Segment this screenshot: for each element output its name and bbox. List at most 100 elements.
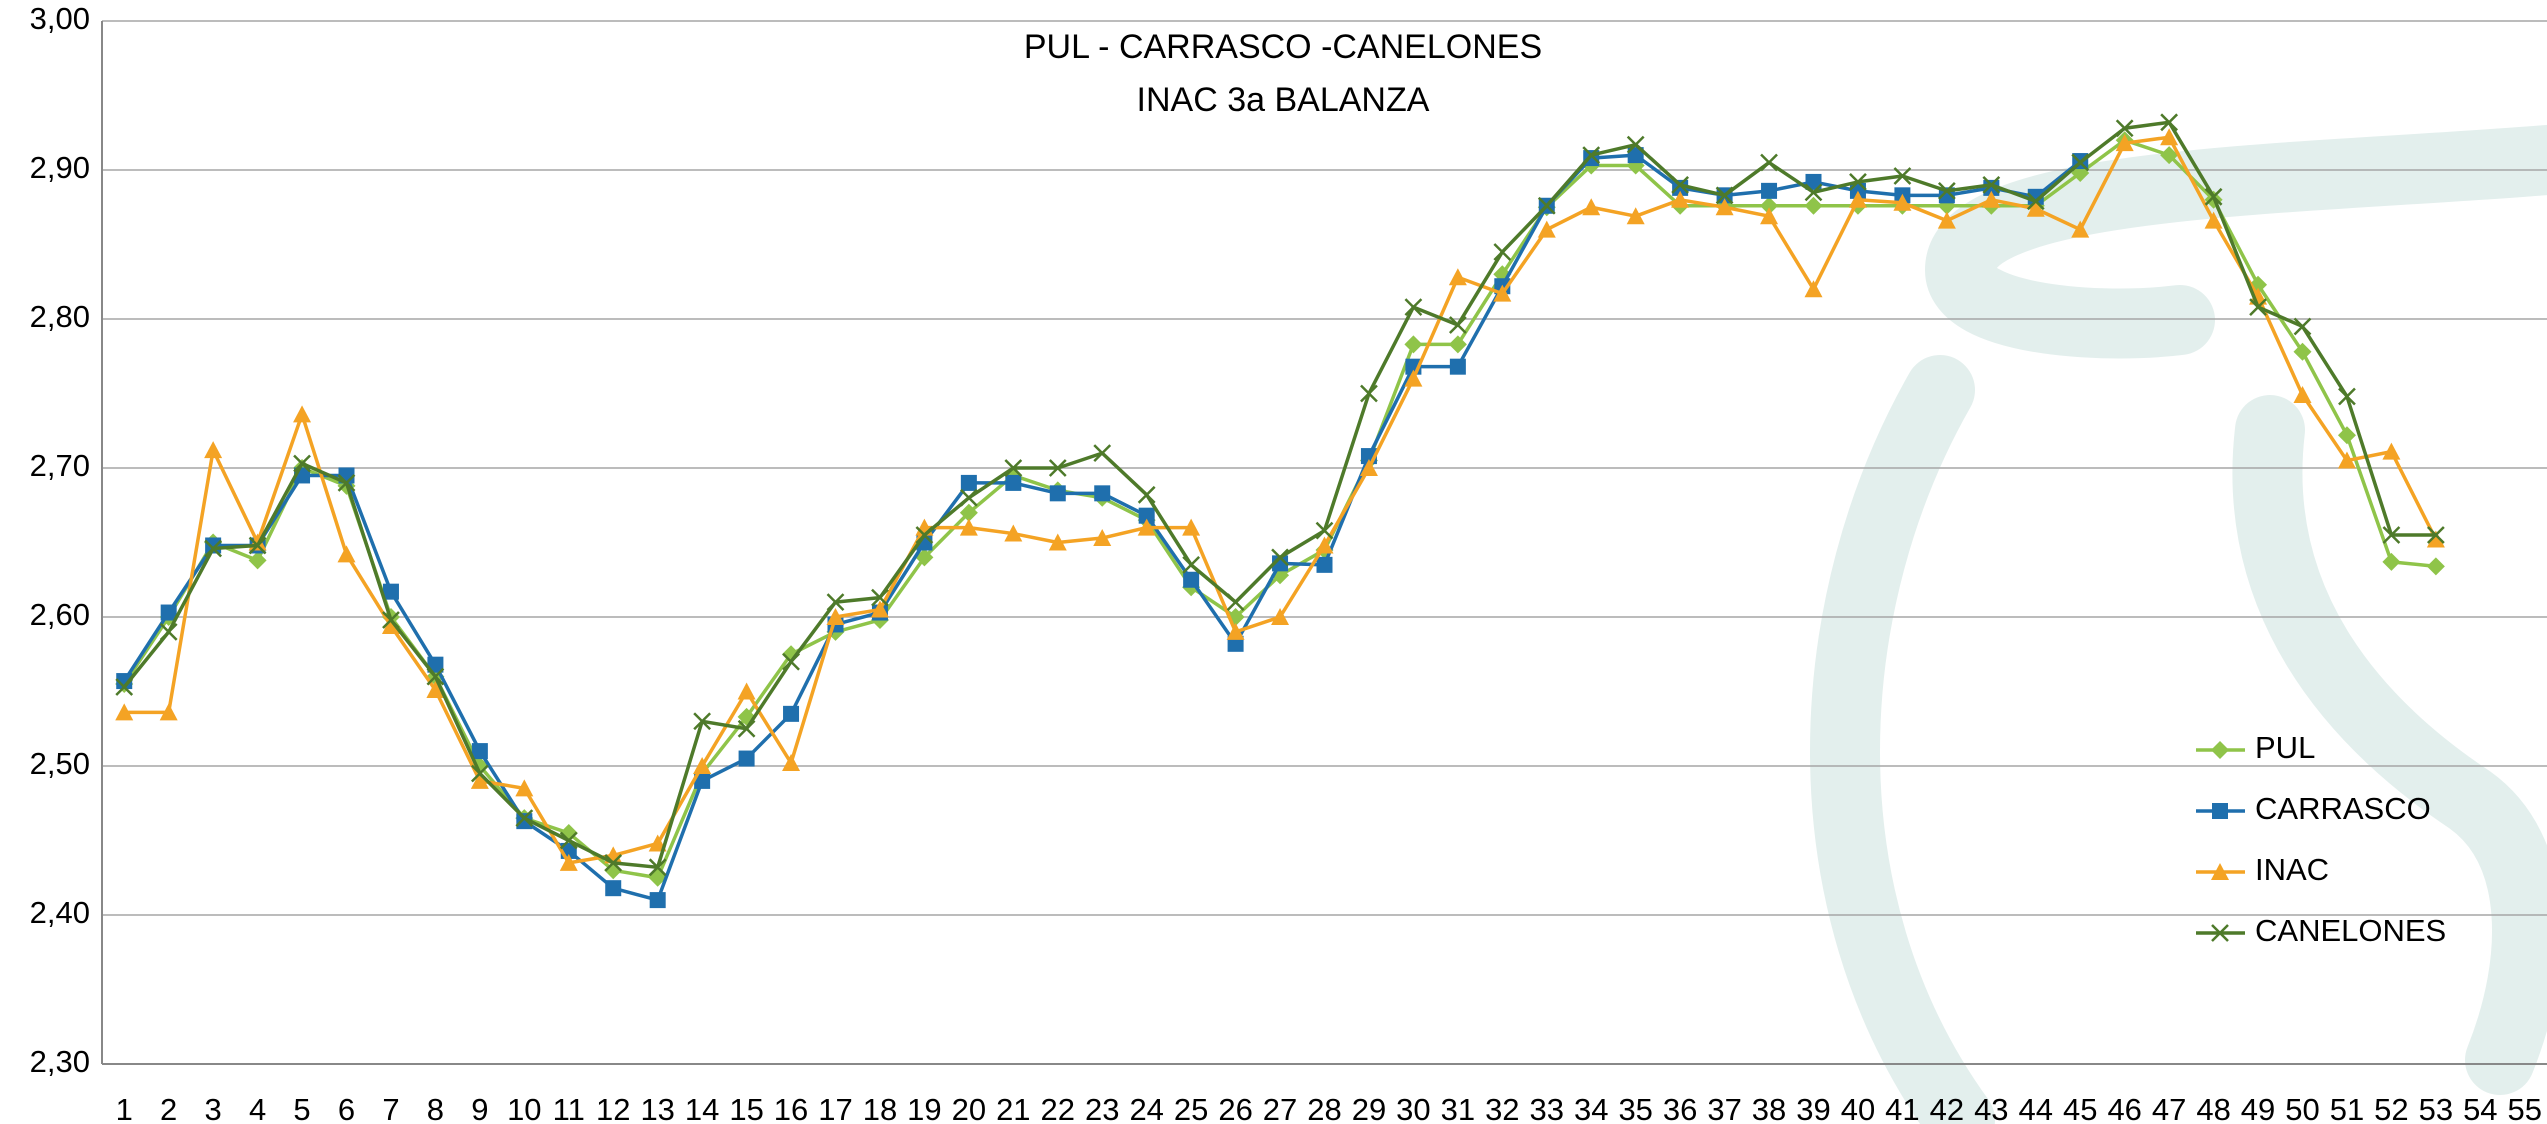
y-tick-label: 3,00 xyxy=(30,1,90,36)
marker xyxy=(161,624,177,640)
x-tick-label: 39 xyxy=(1796,1092,1830,1124)
x-tick-label: 16 xyxy=(774,1092,808,1124)
x-tick-label: 48 xyxy=(2196,1092,2230,1124)
x-tick-label: 20 xyxy=(952,1092,986,1124)
legend-label: PUL xyxy=(2255,730,2315,765)
x-tick-label: 33 xyxy=(1530,1092,1564,1124)
x-tick-label: 5 xyxy=(293,1092,310,1124)
marker xyxy=(1449,268,1467,285)
x-tick-label: 7 xyxy=(382,1092,399,1124)
x-tick-label: 4 xyxy=(249,1092,266,1124)
x-tick-label: 31 xyxy=(1441,1092,1475,1124)
x-tick-label: 22 xyxy=(1041,1092,1075,1124)
x-tick-label: 25 xyxy=(1174,1092,1208,1124)
x-tick-label: 37 xyxy=(1707,1092,1741,1124)
line xyxy=(124,155,2080,900)
marker xyxy=(472,743,488,759)
series xyxy=(116,147,2088,908)
x-tick-label: 8 xyxy=(427,1092,444,1124)
chart-title: PUL - CARRASCO -CANELONES xyxy=(1024,28,1542,66)
marker xyxy=(1094,445,1110,461)
x-tick-label: 26 xyxy=(1218,1092,1252,1124)
legend-item: PUL xyxy=(2196,730,2315,765)
x-tick-label: 49 xyxy=(2241,1092,2275,1124)
y-tick-label: 2,30 xyxy=(30,1044,90,1079)
x-tick-label: 34 xyxy=(1574,1092,1608,1124)
marker xyxy=(1183,557,1199,573)
marker xyxy=(338,545,356,562)
marker xyxy=(1449,335,1467,353)
x-tick-label: 32 xyxy=(1485,1092,1519,1124)
x-tick-label: 1 xyxy=(116,1092,133,1124)
x-tick-label: 3 xyxy=(205,1092,222,1124)
marker xyxy=(782,754,800,771)
x-tick-label: 30 xyxy=(1396,1092,1430,1124)
marker xyxy=(2212,803,2228,819)
legend-item: CANELONES xyxy=(2196,913,2446,948)
legend-item: INAC xyxy=(2196,852,2329,887)
marker xyxy=(739,751,755,767)
marker xyxy=(1494,244,1510,260)
x-tick-label: 46 xyxy=(2107,1092,2141,1124)
marker xyxy=(2427,557,2445,575)
marker xyxy=(1761,155,1777,171)
x-tick-label: 36 xyxy=(1663,1092,1697,1124)
x-tick-label: 12 xyxy=(596,1092,630,1124)
x-tick-label: 42 xyxy=(1930,1092,1964,1124)
x-tick-label: 14 xyxy=(685,1092,719,1124)
marker xyxy=(650,892,666,908)
y-tick-label: 2,90 xyxy=(30,150,90,185)
x-tick-label: 27 xyxy=(1263,1092,1297,1124)
marker xyxy=(2211,741,2229,759)
x-tick-label: 23 xyxy=(1085,1092,1119,1124)
marker xyxy=(2295,318,2311,334)
marker xyxy=(2294,386,2312,403)
x-tick-label: 45 xyxy=(2063,1092,2097,1124)
marker xyxy=(1050,485,1066,501)
marker xyxy=(2294,343,2312,361)
marker xyxy=(293,405,311,422)
x-tick-label: 6 xyxy=(338,1092,355,1124)
y-tick-label: 2,60 xyxy=(30,597,90,632)
marker xyxy=(1317,557,1333,573)
chart-subtitle: INAC 3a BALANZA xyxy=(1137,81,1430,119)
legend-label: CARRASCO xyxy=(2255,791,2431,826)
x-tick-label: 11 xyxy=(553,1092,585,1124)
y-tick-label: 2,80 xyxy=(30,299,90,334)
x-tick-label: 52 xyxy=(2374,1092,2408,1124)
y-tick-label: 2,50 xyxy=(30,746,90,781)
chart: PUL - CARRASCO -CANELONES INAC 3a BALANZ… xyxy=(0,0,2547,1124)
line xyxy=(124,140,2436,878)
marker xyxy=(1404,335,1422,353)
marker xyxy=(605,880,621,896)
x-tick-label: 17 xyxy=(818,1092,852,1124)
marker xyxy=(1761,183,1777,199)
x-tick-label: 50 xyxy=(2285,1092,2319,1124)
marker xyxy=(1139,487,1155,503)
x-tick-label: 10 xyxy=(507,1092,541,1124)
marker xyxy=(1005,475,1021,491)
marker xyxy=(2427,531,2445,548)
marker xyxy=(1094,485,1110,501)
marker xyxy=(1805,280,1823,297)
x-tick-label: 9 xyxy=(471,1092,488,1124)
x-tick-label: 41 xyxy=(1885,1092,1919,1124)
marker xyxy=(961,475,977,491)
x-tick-label: 21 xyxy=(996,1092,1030,1124)
x-tick-label: 43 xyxy=(1974,1092,2008,1124)
marker xyxy=(783,706,799,722)
x-tick-label: 53 xyxy=(2419,1092,2453,1124)
y-tick-label: 2,70 xyxy=(30,448,90,483)
page: {"chart_data": { "type": "line", "title"… xyxy=(0,0,2547,1124)
marker xyxy=(204,441,222,458)
marker xyxy=(1405,299,1421,315)
x-tick-label: 28 xyxy=(1307,1092,1341,1124)
x-tick-label: 51 xyxy=(2330,1092,2364,1124)
legend-item: CARRASCO xyxy=(2196,791,2431,826)
marker xyxy=(1450,359,1466,375)
x-tick-label: 47 xyxy=(2152,1092,2186,1124)
x-tick-label: 13 xyxy=(640,1092,674,1124)
x-tick-label: 44 xyxy=(2019,1092,2053,1124)
legend-label: CANELONES xyxy=(2255,913,2446,948)
marker xyxy=(961,490,977,506)
